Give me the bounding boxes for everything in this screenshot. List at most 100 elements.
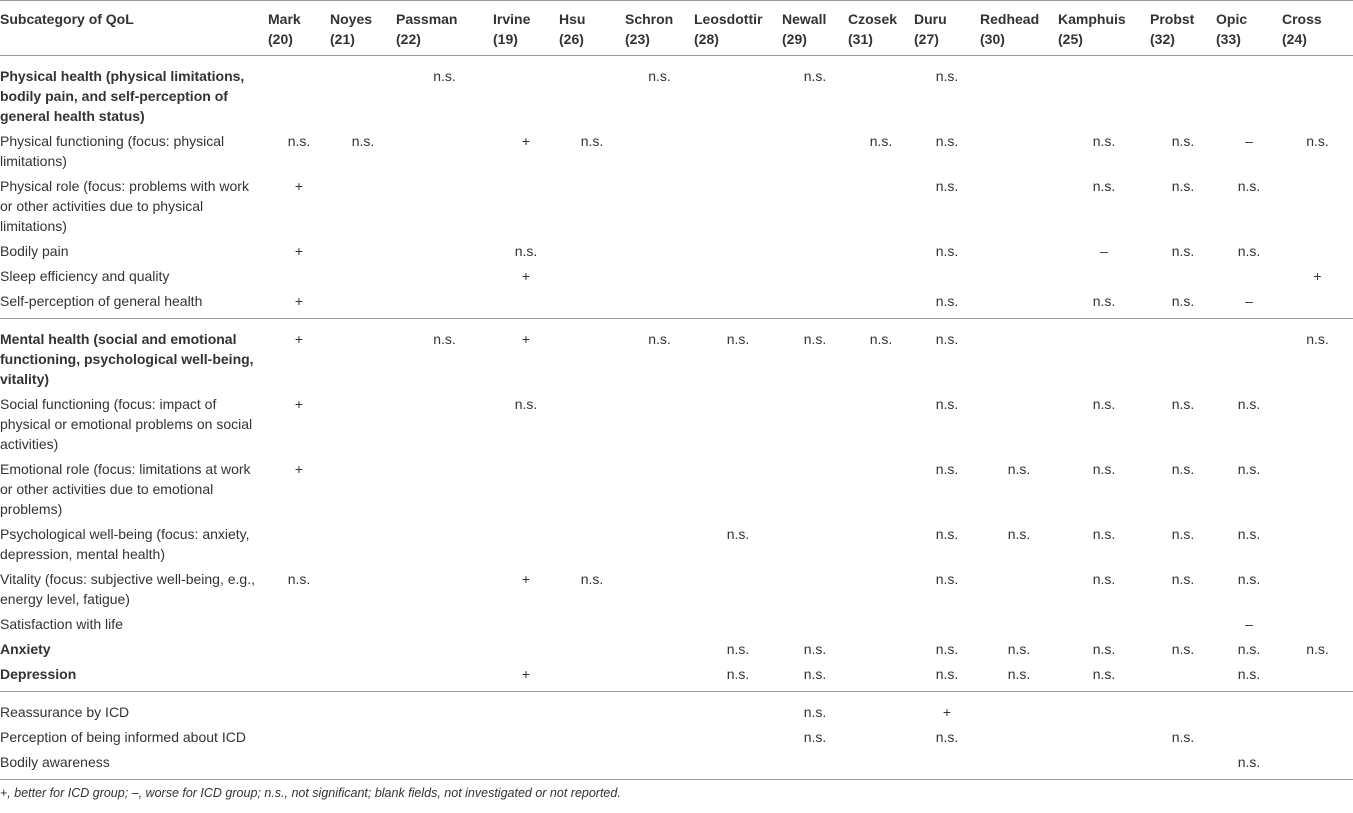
cell: n.s.: [1171, 293, 1195, 309]
cell: [493, 457, 559, 522]
cell: n.s.: [726, 526, 750, 542]
cell: [980, 174, 1058, 239]
cell: n.s.: [803, 704, 827, 720]
author-ref: (22): [396, 31, 421, 47]
cell: [694, 392, 782, 457]
cell: [268, 264, 330, 289]
cell: +: [521, 571, 531, 587]
cell: [848, 692, 914, 726]
cell: [493, 692, 559, 726]
section: Reassurance by ICD n.s. + Perception of bei…: [0, 692, 1353, 780]
row-label: Self-perception of general health: [0, 293, 203, 309]
cell: +: [294, 461, 304, 477]
cell: n.s.: [1237, 754, 1261, 770]
cell: [330, 174, 396, 239]
author-name: Leosdottir: [694, 11, 763, 27]
author-ref: (24): [1282, 31, 1307, 47]
cell: [625, 522, 694, 567]
cell: +: [1313, 268, 1322, 284]
row-label: Perception of being informed about ICD: [0, 729, 246, 745]
author-name: Kamphuis: [1058, 11, 1126, 27]
author-name: Opic: [1216, 11, 1248, 27]
cell: [848, 522, 914, 567]
cell: [980, 392, 1058, 457]
cell: [848, 392, 914, 457]
header-cell: Newall (29): [782, 0, 848, 56]
author-name: Redhead: [980, 11, 1040, 27]
cell: [396, 239, 493, 264]
cell: n.s.: [1092, 293, 1116, 309]
cell: [848, 662, 914, 692]
cell: [980, 129, 1058, 174]
section: Physical health (physical limitations, b…: [0, 56, 1353, 319]
cell: [848, 750, 914, 780]
cell: n.s.: [935, 526, 959, 542]
cell: [694, 129, 782, 174]
header-cell: Subcategory of QoL: [0, 0, 268, 56]
author-name: Passman: [396, 11, 458, 27]
cell: [330, 750, 396, 780]
author-name: Newall: [782, 11, 827, 27]
cell: [625, 662, 694, 692]
cell: [848, 457, 914, 522]
table-row: Depression + n.s. n.s. n.s. n.s. n.s. n.s.: [0, 662, 1353, 692]
cell: n.s.: [433, 331, 456, 347]
cell: n.s.: [935, 666, 959, 682]
cell: +: [521, 331, 531, 347]
table-row: Bodily awareness n.s.: [0, 750, 1353, 780]
cell: [1216, 692, 1282, 726]
cell: [396, 637, 493, 662]
cell: n.s.: [803, 68, 827, 84]
cell: [493, 637, 559, 662]
header-cell: Passman (22): [396, 0, 493, 56]
cell: n.s.: [803, 331, 827, 347]
cell: n.s.: [1237, 396, 1261, 412]
table-row: Bodily pain + n.s. n.s. – n.s. n.s.: [0, 239, 1353, 264]
cell: n.s.: [935, 396, 959, 412]
cell: [848, 637, 914, 662]
cell: [625, 392, 694, 457]
cell: n.s.: [1092, 133, 1116, 149]
author-ref: (28): [694, 31, 719, 47]
cell: n.s.: [935, 68, 959, 84]
cell: +: [942, 704, 952, 720]
author-ref: (26): [559, 31, 584, 47]
cell: [559, 392, 625, 457]
cell: [782, 289, 848, 319]
cell: [1150, 319, 1216, 393]
cell: [782, 612, 848, 637]
cell: [782, 174, 848, 239]
cell: +: [294, 243, 304, 259]
cell: [493, 56, 559, 130]
cell: [625, 289, 694, 319]
author-ref: (29): [782, 31, 807, 47]
cell: [980, 567, 1058, 612]
row-label: Bodily awareness: [0, 754, 110, 770]
author-name: Duru: [914, 11, 947, 27]
cell: [980, 612, 1058, 637]
table-row: Emotional role (focus: limitations at wo…: [0, 457, 1353, 522]
row-label: Anxiety: [0, 641, 51, 657]
cell: [559, 174, 625, 239]
cell: [694, 692, 782, 726]
cell: [330, 289, 396, 319]
cell: [268, 662, 330, 692]
author-ref: (27): [914, 31, 939, 47]
table-row: Anxiety n.s. n.s. n.s. n.s. n.s. n.s. n.s. n.s.: [0, 637, 1353, 662]
cell: n.s.: [1092, 396, 1116, 412]
cell: n.s.: [869, 331, 893, 347]
cell: [980, 239, 1058, 264]
cell: [848, 56, 914, 130]
author-ref: (33): [1216, 31, 1241, 47]
cell: [559, 612, 625, 637]
cell: n.s.: [1007, 641, 1031, 657]
cell: [559, 319, 625, 393]
cell: [396, 750, 493, 780]
table-row: Physical functioning (focus: physical li…: [0, 129, 1353, 174]
cell: [1058, 264, 1150, 289]
cell: [330, 56, 396, 130]
cell: [396, 612, 493, 637]
cell: [493, 522, 559, 567]
header-cell: Kamphuis (25): [1058, 0, 1150, 56]
cell: [1282, 56, 1353, 130]
